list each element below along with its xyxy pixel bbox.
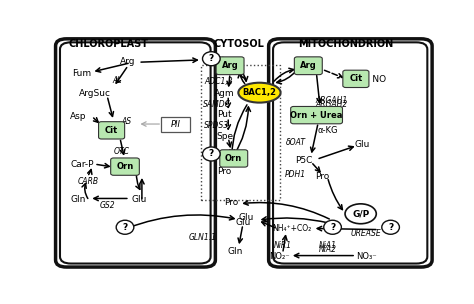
Text: Asp: Asp xyxy=(70,112,87,121)
FancyBboxPatch shape xyxy=(291,106,343,124)
Text: NiR1: NiR1 xyxy=(273,241,292,250)
Text: GLN1.1: GLN1.1 xyxy=(189,233,217,242)
Text: ?: ? xyxy=(122,223,128,232)
Ellipse shape xyxy=(202,147,220,161)
Text: ?: ? xyxy=(388,223,393,232)
Text: Gln: Gln xyxy=(227,247,243,256)
Text: ARGAH2: ARGAH2 xyxy=(315,100,347,109)
Text: Fum: Fum xyxy=(73,69,91,78)
FancyBboxPatch shape xyxy=(216,57,244,75)
Text: PII: PII xyxy=(170,119,180,129)
Text: NO₂⁻: NO₂⁻ xyxy=(269,251,290,261)
Text: Car-P: Car-P xyxy=(70,160,94,168)
Text: NiA1: NiA1 xyxy=(319,241,337,250)
Text: SPDS3: SPDS3 xyxy=(204,121,229,130)
Text: AL: AL xyxy=(112,76,122,85)
Text: CYTOSOL: CYTOSOL xyxy=(214,39,264,49)
FancyBboxPatch shape xyxy=(110,158,139,175)
Text: Spe: Spe xyxy=(216,132,233,141)
Text: ?: ? xyxy=(330,223,335,232)
Text: Agm: Agm xyxy=(214,89,235,98)
Text: ADC1,2: ADC1,2 xyxy=(204,77,233,86)
Text: PDH1: PDH1 xyxy=(285,170,306,179)
Text: Arg: Arg xyxy=(222,61,238,70)
Text: Pro: Pro xyxy=(217,167,231,176)
Text: Glu: Glu xyxy=(235,218,251,227)
Text: NH₄⁺+CO₂: NH₄⁺+CO₂ xyxy=(272,224,311,233)
Text: UREASE: UREASE xyxy=(351,229,382,238)
Ellipse shape xyxy=(382,220,400,234)
FancyBboxPatch shape xyxy=(161,116,190,132)
Text: Pro: Pro xyxy=(224,198,238,207)
Text: Arg: Arg xyxy=(300,61,317,70)
Text: MITOCHONDRION: MITOCHONDRION xyxy=(298,39,393,49)
Text: AS: AS xyxy=(121,117,132,126)
FancyBboxPatch shape xyxy=(99,122,125,139)
Text: ?: ? xyxy=(209,54,214,63)
Text: δOAT: δOAT xyxy=(285,139,305,147)
Ellipse shape xyxy=(116,220,134,234)
Text: G/P: G/P xyxy=(352,209,369,218)
Text: CHLOROPLAST: CHLOROPLAST xyxy=(69,39,149,49)
Text: ArgSuc: ArgSuc xyxy=(79,89,111,98)
Text: Glu: Glu xyxy=(132,195,147,204)
Text: + NO: + NO xyxy=(363,75,386,84)
Text: PII: PII xyxy=(170,119,180,129)
Text: Arg: Arg xyxy=(119,57,135,66)
Text: GS2: GS2 xyxy=(100,201,116,210)
FancyBboxPatch shape xyxy=(343,70,369,88)
Text: Orn: Orn xyxy=(225,154,242,163)
Text: P5C: P5C xyxy=(295,156,312,165)
Text: NiA2: NiA2 xyxy=(319,245,337,254)
Text: Put: Put xyxy=(217,110,232,119)
FancyBboxPatch shape xyxy=(294,57,322,75)
Text: α-KG: α-KG xyxy=(317,126,337,135)
Ellipse shape xyxy=(202,52,220,66)
Text: Orn: Orn xyxy=(117,162,134,171)
Text: OTC: OTC xyxy=(114,147,130,156)
Ellipse shape xyxy=(238,83,281,103)
Text: ?: ? xyxy=(209,150,214,158)
Text: SAMDC: SAMDC xyxy=(202,100,230,109)
Ellipse shape xyxy=(345,204,376,224)
Text: Glu: Glu xyxy=(239,213,254,222)
Text: Cit: Cit xyxy=(349,74,363,83)
Text: Cit: Cit xyxy=(105,126,118,135)
Text: NO₃⁻: NO₃⁻ xyxy=(356,251,376,261)
Text: Orn + Urea: Orn + Urea xyxy=(291,111,343,120)
Ellipse shape xyxy=(324,220,341,234)
Text: Pro: Pro xyxy=(315,172,329,181)
Text: Glu: Glu xyxy=(355,140,370,149)
Text: BAC1,2: BAC1,2 xyxy=(243,88,276,97)
Text: Gln: Gln xyxy=(71,195,86,204)
Text: ARGAH1: ARGAH1 xyxy=(315,96,347,105)
Text: CARB: CARB xyxy=(78,177,99,186)
FancyBboxPatch shape xyxy=(220,150,248,167)
